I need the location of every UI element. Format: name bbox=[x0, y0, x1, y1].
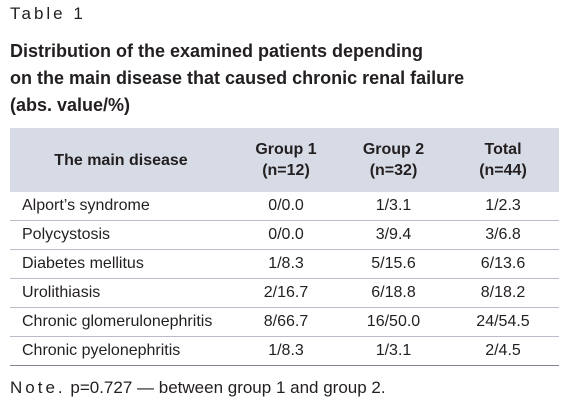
table-row: Alport’s syndrome 0/0.0 1/3.1 1/2.3 bbox=[10, 192, 559, 221]
value-cell: 1/3.1 bbox=[340, 336, 447, 366]
value-cell: 3/9.4 bbox=[340, 220, 447, 250]
value-cell: 16/50.0 bbox=[340, 307, 447, 337]
note-text: p=0.727 — between group 1 and group 2. bbox=[70, 378, 386, 397]
value-cell: 0/0.0 bbox=[232, 220, 340, 250]
value-cell: 1/2.3 bbox=[447, 192, 559, 221]
disease-cell: Chronic glomerulonephritis bbox=[10, 307, 232, 337]
value-cell: 1/8.3 bbox=[232, 336, 340, 366]
value-cell: 6/18.8 bbox=[340, 278, 447, 308]
value-cell: 1/3.1 bbox=[340, 192, 447, 221]
header-text: (n=44) bbox=[479, 162, 527, 179]
title-line: Distribution of the examined patients de… bbox=[10, 41, 424, 61]
header-cell: Group 2 (n=32) bbox=[340, 128, 447, 192]
table-row: Polycystosis 0/0.0 3/9.4 3/6.8 bbox=[10, 220, 559, 250]
table-label: Table 1 bbox=[10, 4, 86, 23]
header-text: Group 1 bbox=[255, 141, 317, 158]
header-text: (n=12) bbox=[262, 162, 310, 179]
header-cell: The main disease bbox=[10, 128, 232, 192]
value-cell: 2/16.7 bbox=[232, 278, 340, 308]
value-cell: 5/15.6 bbox=[340, 249, 447, 279]
table: The main disease Group 1 (n=12) Group 2 (n=3… bbox=[10, 128, 559, 366]
title-line: (abs. value/%) bbox=[10, 95, 131, 115]
table-row: Chronic glomerulonephritis 8/66.7 16/50.0 2… bbox=[10, 307, 559, 337]
header-text: Group 2 bbox=[362, 141, 425, 158]
value-cell: 24/54.5 bbox=[447, 307, 559, 337]
table-title: Distribution of the examined patients de… bbox=[10, 38, 464, 119]
header-text: The main disease bbox=[54, 151, 188, 169]
table-row: Urolithiasis 2/16.7 6/18.8 8/18.2 bbox=[10, 278, 559, 308]
title-line: on the main disease that caused chronic … bbox=[10, 68, 465, 88]
value-cell: 0/0.0 bbox=[232, 192, 340, 221]
value-cell: 2/4.5 bbox=[447, 336, 559, 366]
table-row: Chronic pyelonephritis 1/8.3 1/3.1 2/4.5 bbox=[10, 336, 559, 366]
value-cell: 8/66.7 bbox=[232, 307, 340, 337]
header-cell: Total (n=44) bbox=[447, 128, 559, 192]
disease-cell: Chronic pyelonephritis bbox=[10, 336, 232, 366]
disease-cell: Urolithiasis bbox=[10, 278, 232, 308]
disease-cell: Alport’s syndrome bbox=[10, 192, 232, 221]
table-row: Diabetes mellitus 1/8.3 5/15.6 6/13.6 bbox=[10, 249, 559, 279]
value-cell: 3/6.8 bbox=[447, 220, 559, 250]
table-body: Alport’s syndrome 0/0.0 1/3.1 1/2.3 Polycyst… bbox=[10, 192, 559, 366]
header-text: (n=32) bbox=[369, 162, 418, 179]
value-cell: 8/18.2 bbox=[447, 278, 559, 308]
value-cell: 6/13.6 bbox=[447, 249, 559, 279]
header-row: The main disease Group 1 (n=12) Group 2 (n=3… bbox=[10, 128, 559, 192]
header-text: Total bbox=[484, 141, 522, 158]
note: Note. p=0.727 — between group 1 and grou… bbox=[10, 378, 386, 398]
disease-cell: Polycystosis bbox=[10, 220, 232, 250]
note-label: Note. bbox=[10, 378, 66, 397]
value-cell: 1/8.3 bbox=[232, 249, 340, 279]
header-cell: Group 1 (n=12) bbox=[232, 128, 340, 192]
disease-cell: Diabetes mellitus bbox=[10, 249, 232, 279]
